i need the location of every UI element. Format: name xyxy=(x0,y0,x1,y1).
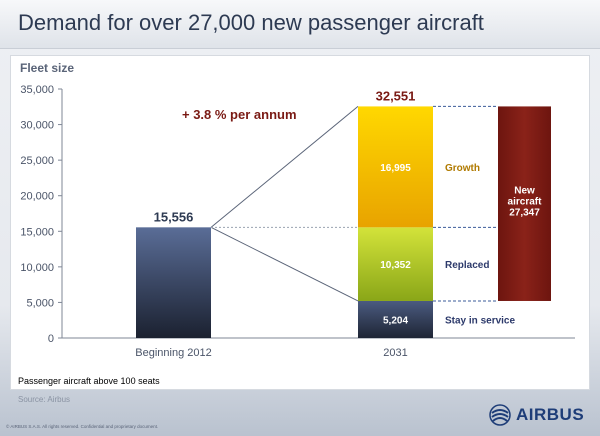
chart-panel xyxy=(10,55,590,390)
bar-2031-growth xyxy=(358,106,433,228)
bar-2012 xyxy=(136,227,211,338)
bar-new-aircraft xyxy=(498,106,551,301)
bar-2031-stay-in-service-value: 5,204 xyxy=(383,315,408,326)
title-bar: Demand for over 27,000 new passenger air… xyxy=(0,0,600,49)
copyright-note: © AIRBUS S.A.S. All rights reserved. Con… xyxy=(6,424,159,429)
connector-line-bottom xyxy=(210,226,359,302)
bar-2031-stay-in-service xyxy=(358,300,433,338)
y-tick-label: 35,000 xyxy=(20,84,54,96)
bar-2031-replaced-value: 10,352 xyxy=(380,260,411,271)
new-aircraft-label-line2: aircraft xyxy=(508,197,543,208)
new-aircraft-label-line1: New xyxy=(514,186,535,197)
source-note: Source: Airbus xyxy=(18,395,71,404)
x-tick-label-2031: 2031 xyxy=(383,347,407,359)
connector-line-top xyxy=(210,106,359,228)
y-tick-label: 10,000 xyxy=(20,262,54,274)
y-tick-label: 15,000 xyxy=(20,226,54,238)
y-tick-label: 25,000 xyxy=(20,155,54,167)
bar-2012-value-label: 15,556 xyxy=(154,209,194,224)
chart-footnote: Passenger aircraft above 100 seats xyxy=(18,376,160,386)
chart-title: Fleet size xyxy=(20,61,74,75)
airbus-logo: AIRBUS xyxy=(488,403,588,427)
airbus-logo-text: AIRBUS xyxy=(516,405,585,424)
segment-label-growth: Growth xyxy=(445,163,480,174)
y-tick-label: 5,000 xyxy=(26,297,54,309)
y-tick-label: 0 xyxy=(48,333,54,345)
bar-2031-total-label: 32,551 xyxy=(376,88,416,103)
bar-2031-replaced xyxy=(358,227,433,301)
x-tick-label-2012: Beginning 2012 xyxy=(135,347,211,359)
bar-2031-growth-value: 16,995 xyxy=(380,163,411,174)
y-tick-label: 20,000 xyxy=(20,191,54,203)
airbus-logo-icon xyxy=(489,404,511,426)
segment-label-stay-in-service: Stay in service xyxy=(445,315,515,326)
growth-rate-annotation: + 3.8 % per annum xyxy=(182,107,297,122)
segment-label-replaced: Replaced xyxy=(445,260,489,271)
new-aircraft-value: 27,347 xyxy=(509,208,540,219)
page-title: Demand for over 27,000 new passenger air… xyxy=(18,10,484,35)
y-tick-label: 30,000 xyxy=(20,120,54,132)
